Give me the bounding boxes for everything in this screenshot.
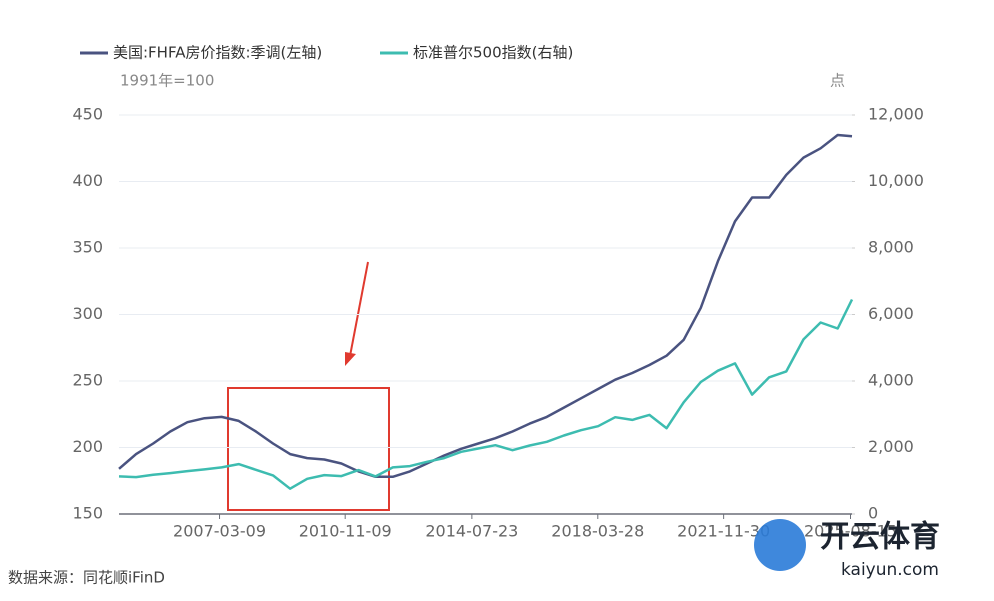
highlight-box [227,387,390,511]
x-tick-label: 2025-08-15 [804,522,897,541]
arrow-head [345,352,356,366]
y-tick-label: 350 [72,238,103,257]
y2-tick-label: 0 [868,504,878,523]
legend-label: 标准普尔500指数(右轴) [413,44,573,62]
y-tick-label: 200 [72,437,103,456]
y-tick-label: 450 [72,105,103,124]
watermark: 开云体育 kaiyun.com [754,519,940,580]
y2-tick-label: 6,000 [868,304,914,323]
watermark-text: 开云体育 [820,520,940,555]
arrow-shaft [349,261,369,357]
y-tick-label: 300 [72,304,103,323]
left-unit: 1991年=100 [120,72,214,90]
x-tick-label: 2007-03-09 [173,522,266,541]
y2-tick-label: 12,000 [868,105,924,124]
y2-tick-label: 8,000 [868,238,914,257]
right-unit: 点 [830,72,845,90]
x-tick-label: 2018-03-28 [551,522,644,541]
y2-tick-label: 4,000 [868,371,914,390]
x-tick-label: 2010-11-09 [299,522,392,541]
x-tick-label: 2014-07-23 [425,522,518,541]
y-tick-label: 150 [72,504,103,523]
watermark-url: kaiyun.com [841,560,939,580]
y2-tick-label: 10,000 [868,171,924,190]
watermark-logo [754,519,806,571]
y2-tick-label: 2,000 [868,437,914,456]
series-line [118,133,853,479]
y-tick-label: 250 [72,371,103,390]
legend-label: 美国:FHFA房价指数:季调(左轴) [113,44,322,62]
y-tick-label: 400 [72,171,103,190]
source: 数据来源：同花顺iFinD [8,569,165,587]
series-line [118,298,854,490]
x-tick-label: 2021-11-30 [677,522,770,541]
